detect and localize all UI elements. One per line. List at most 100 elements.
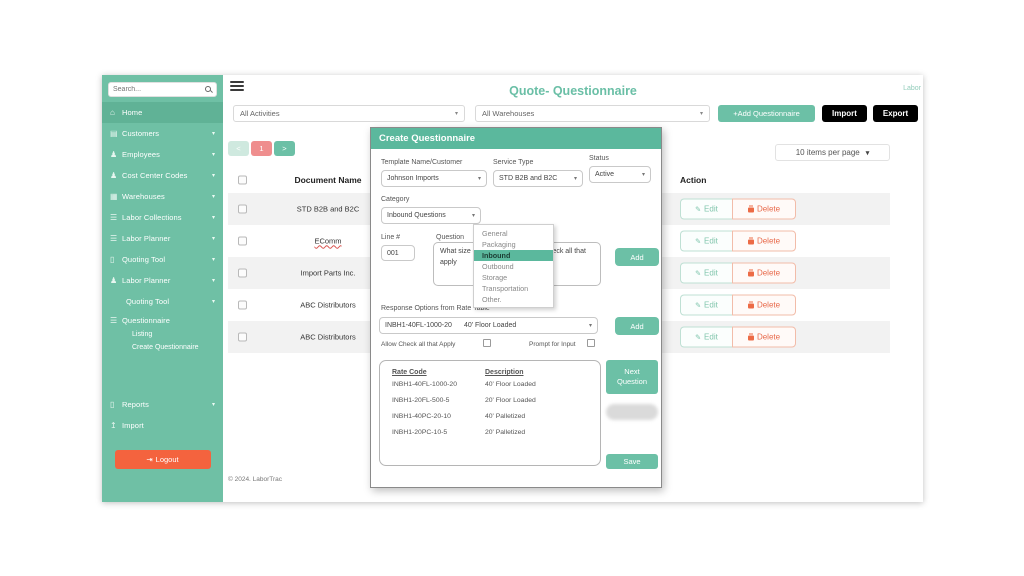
page-number-button[interactable]: 1	[251, 141, 272, 156]
delete-button[interactable]: Delete	[732, 198, 796, 220]
table-row: EComm ✎ Edit Delete	[228, 225, 890, 257]
line-number-label: Line #	[381, 234, 401, 241]
activities-select[interactable]: All Activities ▾	[233, 105, 465, 122]
add-question-button[interactable]: Add	[615, 248, 659, 266]
template-select[interactable]: Johnson Imports ▾	[381, 170, 487, 187]
search-input[interactable]	[113, 86, 205, 93]
person-icon: ♟	[110, 171, 118, 180]
next-question-button[interactable]: Next Question	[606, 360, 658, 394]
menu-option-outbound[interactable]: Outbound	[482, 262, 514, 271]
sidebar-item-label: Labor Planner	[122, 276, 171, 285]
trash-icon	[747, 301, 754, 309]
sidebar-item-create-questionnaire[interactable]: Create Questionnaire	[102, 341, 223, 354]
sidebar-search[interactable]	[108, 82, 217, 97]
list-icon: ☰	[110, 315, 118, 325]
category-select[interactable]: Inbound Questions ▾	[381, 207, 481, 224]
menu-option-other[interactable]: Other.	[482, 295, 502, 304]
document-name: ABC Distributors	[300, 300, 356, 310]
document-name: EComm	[314, 236, 342, 246]
sidebar-item-quoting-tool-2[interactable]: Quoting Tool ▾	[102, 291, 223, 312]
prev-page-button[interactable]: <	[228, 141, 249, 156]
edit-label: Edit	[704, 204, 718, 214]
rate-desc: 20' Floor Loaded	[485, 397, 536, 404]
sidebar-item-employees[interactable]: ♟ Employees ▾	[102, 144, 223, 165]
sidebar-item-labor-planner[interactable]: ☰ Labor Planner ▾	[102, 228, 223, 249]
prompt-input-checkbox[interactable]	[587, 339, 595, 347]
status-select[interactable]: Active ▾	[589, 166, 651, 183]
edit-label: Edit	[704, 300, 718, 310]
pencil-icon: ✎	[695, 270, 702, 277]
response-option-select[interactable]: INBH1-40FL-1000-20 40' Floor Loaded ▾	[379, 317, 598, 334]
chevron-down-icon: ▾	[471, 213, 475, 219]
sidebar-item-questionnaire[interactable]: ☰ Questionnaire	[102, 312, 223, 328]
sidebar-item-cost-center-codes[interactable]: ♟ Cost Center Codes ▾	[102, 165, 223, 186]
list-icon: ☰	[110, 213, 118, 222]
menu-option-inbound[interactable]: Inbound	[474, 250, 553, 261]
user-label[interactable]: Labor	[903, 85, 921, 92]
rate-table: Rate Code Description INBH1-40FL-1000-20…	[379, 360, 601, 466]
warehouses-select[interactable]: All Warehouses ▾	[475, 105, 710, 122]
sidebar-item-reports[interactable]: ▯ Reports ▾	[102, 394, 223, 415]
items-per-page-select[interactable]: 10 items per page ▾	[775, 144, 890, 161]
person-icon: ♟	[110, 150, 118, 159]
allow-check-checkbox[interactable]	[483, 339, 491, 347]
chevron-down-icon: ▾	[865, 149, 870, 157]
save-button[interactable]: Save	[606, 454, 658, 469]
delete-button[interactable]: Delete	[732, 326, 796, 348]
service-type-select[interactable]: STD B2B and B2C ▾	[493, 170, 583, 187]
row-checkbox[interactable]	[238, 268, 247, 278]
sidebar-item-import[interactable]: ↥ Import	[102, 415, 223, 436]
delete-button[interactable]: Delete	[732, 262, 796, 284]
sidebar-item-quoting-tool[interactable]: ▯ Quoting Tool ▾	[102, 249, 223, 270]
sidebar-item-customers[interactable]: ▤ Customers ▾	[102, 123, 223, 144]
delete-button[interactable]: Delete	[732, 230, 796, 252]
menu-option-packaging[interactable]: Packaging	[482, 240, 516, 249]
line-number-input[interactable]: 001	[381, 245, 415, 261]
trash-icon	[747, 269, 754, 277]
edit-button[interactable]: ✎ Edit	[680, 262, 732, 284]
add-response-button[interactable]: Add	[615, 317, 659, 335]
edit-button[interactable]: ✎ Edit	[680, 198, 732, 220]
menu-option-storage[interactable]: Storage	[482, 273, 508, 282]
sidebar-item-label: Employees	[122, 150, 161, 159]
edit-button[interactable]: ✎ Edit	[680, 230, 732, 252]
sidebar-item-warehouses[interactable]: ▦ Warehouses ▾	[102, 186, 223, 207]
edit-button[interactable]: ✎ Edit	[680, 326, 732, 348]
import-button[interactable]: Import	[822, 105, 867, 122]
next-page-button[interactable]: >	[274, 141, 295, 156]
add-questionnaire-button[interactable]: +Add Questionnaire	[718, 105, 815, 122]
disabled-button-placeholder	[606, 404, 658, 420]
template-value: Johnson Imports	[387, 175, 439, 182]
page-title: Quote- Questionnaire	[509, 84, 637, 98]
sidebar-item-listing[interactable]: Listing	[102, 328, 223, 341]
export-button[interactable]: Export	[873, 105, 918, 122]
sidebar-item-labor-collections[interactable]: ☰ Labor Collections ▾	[102, 207, 223, 228]
row-checkbox[interactable]	[238, 332, 247, 342]
menu-toggle-icon[interactable]	[230, 81, 244, 93]
row-checkbox[interactable]	[238, 300, 247, 310]
sidebar-item-home[interactable]: ⌂ Home	[102, 102, 223, 123]
building-icon: ▦	[110, 192, 118, 201]
sidebar-item-label: Listing	[132, 331, 153, 338]
menu-option-transportation[interactable]: Transportation	[482, 284, 529, 293]
next-label: Next	[624, 367, 640, 377]
sidebar-item-label: Labor Planner	[122, 234, 171, 243]
delete-label: Delete	[756, 204, 781, 214]
sidebar-item-labor-planner-2[interactable]: ♟ Labor Planner ▾	[102, 270, 223, 291]
action-header: Action	[680, 175, 707, 185]
copyright: © 2024. LaborTrac	[228, 476, 283, 483]
row-checkbox[interactable]	[238, 236, 247, 246]
sidebar-item-label: Warehouses	[122, 192, 165, 201]
edit-button[interactable]: ✎ Edit	[680, 294, 732, 316]
row-checkbox[interactable]	[238, 204, 247, 214]
logout-button[interactable]: ⇥ Logout	[114, 450, 211, 469]
question-label-2: Question	[616, 377, 648, 386]
sidebar-item-label: Quoting Tool	[126, 297, 170, 306]
menu-option-general[interactable]: General	[482, 229, 508, 238]
delete-button[interactable]: Delete	[732, 294, 796, 316]
select-all-checkbox[interactable]	[238, 175, 247, 185]
search-icon[interactable]	[205, 86, 212, 93]
delete-label: Delete	[756, 332, 781, 342]
rate-desc: 40' Palletized	[485, 413, 526, 420]
chevron-down-icon: ▾	[211, 194, 215, 200]
